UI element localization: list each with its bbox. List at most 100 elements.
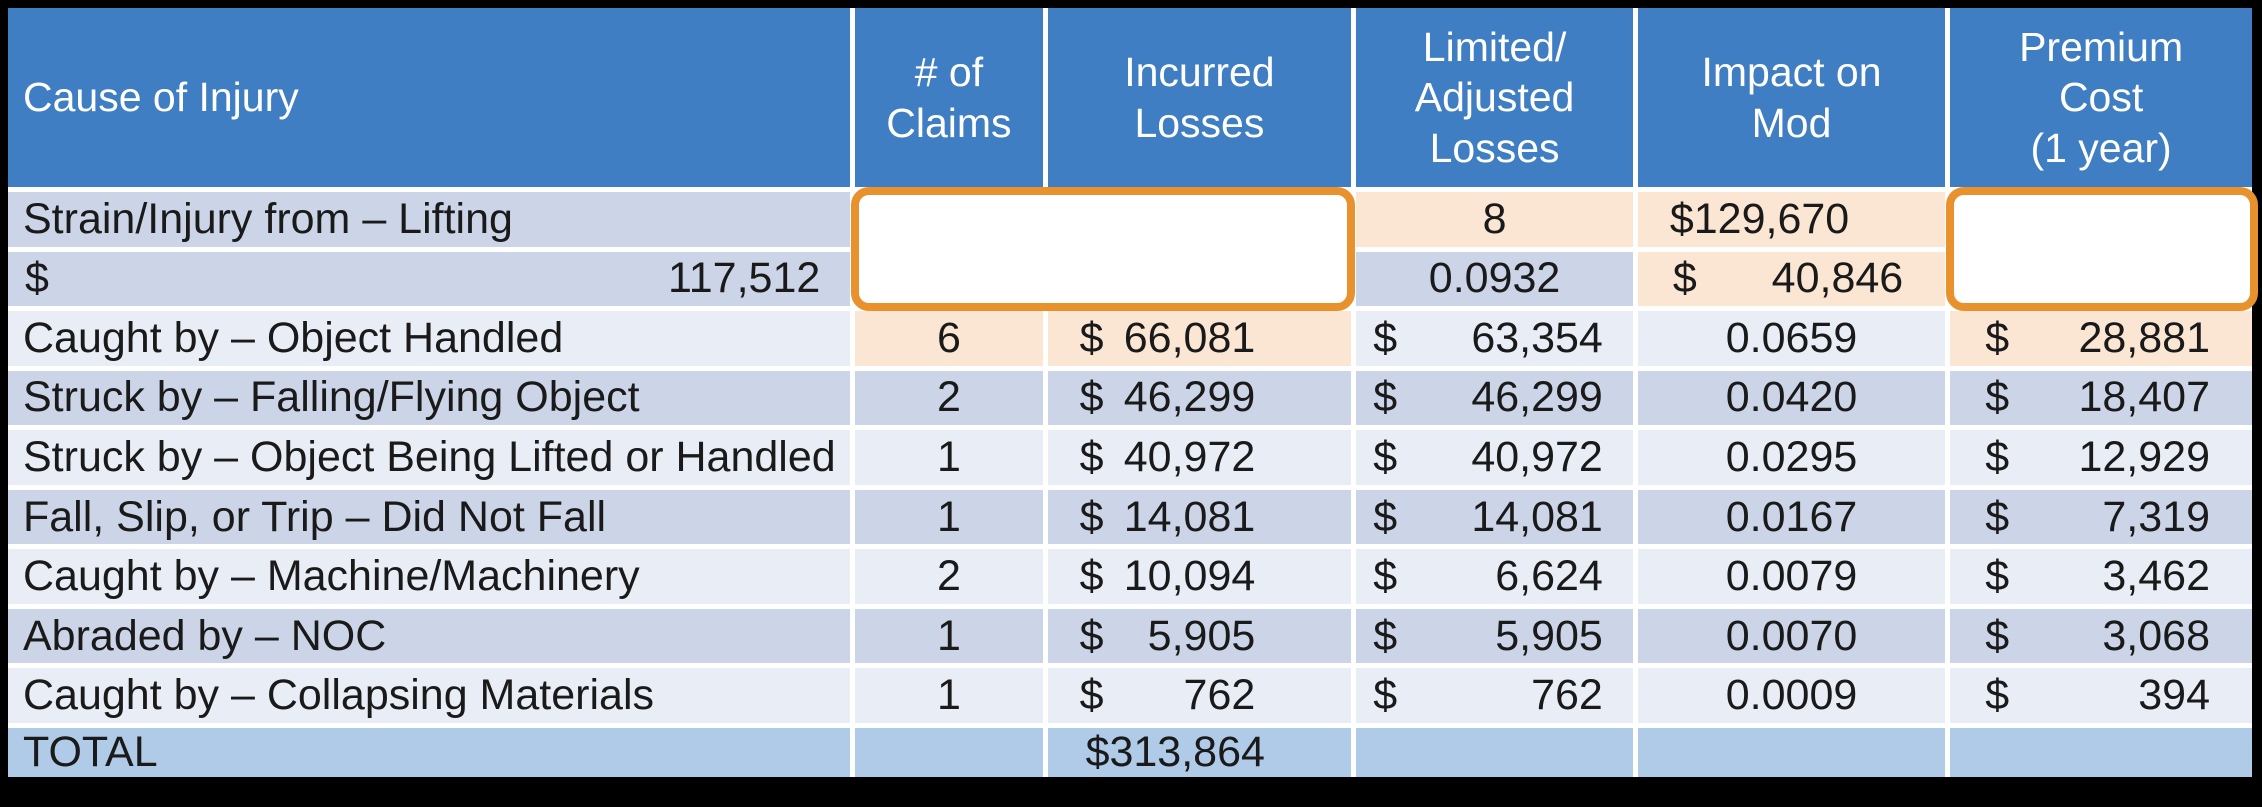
currency-symbol: $: [1373, 611, 1398, 660]
incurred-losses-cell: $129,670: [1637, 192, 1946, 247]
impact-on-mod-cell: 0.0659: [1637, 311, 1946, 366]
injury-table: Cause of Injury # of Claims Incurred Los…: [8, 8, 2258, 777]
cause-of-injury-text: Caught by – Collapsing Materials: [23, 671, 654, 720]
claims-count-text: 1: [936, 611, 961, 660]
total-claims-cell-empty: [855, 728, 1043, 777]
cause-of-injury-text: Caught by – Object Handled: [23, 313, 564, 362]
cause-of-injury-text: Strain/Injury from – Lifting: [23, 194, 513, 243]
currency-symbol: $: [1373, 373, 1398, 422]
limited-adjusted-losses-cell: $6,624: [1356, 549, 1633, 604]
currency-symbol: $: [25, 254, 49, 303]
limited-losses-value: 46,299: [1471, 373, 1603, 422]
impact-on-mod-cell: 0.0420: [1637, 370, 1946, 426]
impact-on-mod-cell: 0.0079: [1637, 549, 1946, 604]
incurred-losses-value: 762: [1183, 671, 1256, 720]
incurred-losses-value: 5,905: [1147, 611, 1256, 660]
impact-on-mod-cell: 0.0070: [1637, 608, 1946, 664]
premium-cost-cell: $3,462: [1950, 549, 2252, 604]
limited-adjusted-losses-cell: $117,512: [8, 251, 851, 307]
currency-symbol: $: [1669, 194, 1694, 243]
premium-cost-value: 28,881: [2078, 313, 2210, 362]
claims-count-cell: 6: [855, 311, 1043, 366]
claims-count-text: 1: [936, 492, 961, 541]
claims-count-cell: 1: [855, 489, 1043, 545]
currency-symbol: $: [1985, 373, 2010, 422]
incurred-losses-value: 40,972: [1123, 432, 1256, 481]
premium-cost-cell: $394: [1950, 668, 2252, 723]
claims-count-cell: 1: [855, 430, 1043, 485]
premium-cost-cell: $40,846: [1637, 251, 1946, 307]
incurred-losses-cell: $40,972: [1047, 430, 1352, 485]
claims-count-cell: 1: [855, 608, 1043, 664]
header-cause-of-injury: Cause of Injury: [8, 8, 851, 187]
claims-count-text: 1: [936, 432, 961, 481]
impact-on-mod-cell: 0.0009: [1637, 668, 1946, 723]
highlight-box-premium-cost: [1946, 187, 2258, 312]
limited-losses-value: 63,354: [1471, 313, 1603, 362]
incurred-losses-value: 66,081: [1123, 313, 1256, 362]
currency-symbol: $: [1373, 432, 1398, 481]
impact-on-mod-value: 0.0659: [1725, 313, 1858, 362]
limited-adjusted-losses-cell: $5,905: [1356, 608, 1633, 664]
incurred-losses-cell: $14,081: [1047, 489, 1352, 545]
cause-of-injury-text: Abraded by – NOC: [23, 611, 387, 660]
currency-symbol: $: [1079, 611, 1104, 660]
premium-cost-value: 3,068: [2102, 611, 2210, 660]
incurred-losses-value: 14,081: [1123, 492, 1256, 541]
limited-adjusted-losses-cell: $762: [1356, 668, 1633, 723]
cause-of-injury-cell: Abraded by – NOC: [8, 608, 851, 664]
limited-losses-value: 6,624: [1495, 552, 1603, 601]
premium-cost-cell: $18,407: [1950, 370, 2252, 426]
currency-symbol: $: [1985, 671, 2010, 720]
currency-symbol: $: [1079, 373, 1104, 422]
premium-cost-cell: $12,929: [1950, 430, 2252, 485]
total-premium-cell-empty: [1950, 728, 2252, 777]
cause-of-injury-cell: Caught by – Object Handled: [8, 311, 851, 366]
header-number-of-claims: # of Claims: [855, 8, 1043, 187]
premium-cost-value: 18,407: [2078, 373, 2210, 422]
limited-losses-value: 117,512: [668, 254, 821, 303]
claims-count-cell: 8: [1356, 192, 1633, 247]
limited-losses-value: 14,081: [1471, 492, 1603, 541]
cause-of-injury-cell: Caught by – Machine/Machinery: [8, 549, 851, 604]
incurred-losses-cell: $5,905: [1047, 608, 1352, 664]
limited-adjusted-losses-cell: $14,081: [1356, 489, 1633, 545]
total-incurred-losses: $313,864: [1047, 728, 1352, 777]
currency-symbol: $: [1079, 671, 1104, 720]
claims-count-text: 1: [936, 671, 961, 720]
limited-losses-value: 5,905: [1495, 611, 1603, 660]
impact-on-mod-value: 0.0932: [1428, 254, 1561, 303]
cause-of-injury-text: Caught by – Machine/Machinery: [23, 552, 640, 601]
cause-of-injury-cell: Caught by – Collapsing Materials: [8, 668, 851, 723]
impact-on-mod-cell: 0.0932: [1356, 251, 1633, 307]
currency-symbol: $: [1672, 254, 1697, 303]
limited-losses-value: 762: [1531, 671, 1603, 720]
cause-of-injury-cell: Struck by – Object Being Lifted or Handl…: [8, 430, 851, 485]
currency-symbol: $: [1985, 313, 2010, 362]
total-impact-cell-empty: [1637, 728, 1946, 777]
premium-cost-cell: $28,881: [1950, 311, 2252, 366]
header-limited-adjusted-losses: Limited/ Adjusted Losses: [1356, 8, 1633, 187]
currency-symbol: $: [1985, 492, 2010, 541]
currency-symbol: $: [1373, 671, 1398, 720]
claims-count-cell: 2: [855, 549, 1043, 604]
incurred-losses-cell: $46,299: [1047, 370, 1352, 426]
incurred-losses-cell: $762: [1047, 668, 1352, 723]
claims-count-text: 6: [936, 313, 961, 362]
cause-of-injury-text: Struck by – Falling/Flying Object: [23, 373, 640, 422]
claims-count-text: 2: [936, 552, 961, 601]
currency-symbol: $: [1079, 313, 1104, 362]
impact-on-mod-value: 0.0009: [1725, 671, 1858, 720]
premium-cost-value: 394: [2138, 671, 2210, 720]
claims-count-text: 2: [936, 373, 961, 422]
currency-symbol: $: [1985, 611, 2010, 660]
cause-of-injury-cell: Strain/Injury from – Lifting: [8, 192, 851, 247]
incurred-losses-value: 46,299: [1123, 373, 1256, 422]
impact-on-mod-cell: 0.0295: [1637, 430, 1946, 485]
premium-cost-value: 12,929: [2078, 432, 2210, 481]
claims-count-cell: 2: [855, 370, 1043, 426]
currency-symbol: $: [1373, 552, 1398, 601]
incurred-losses-value: 10,094: [1123, 552, 1256, 601]
currency-symbol: $: [1985, 552, 2010, 601]
